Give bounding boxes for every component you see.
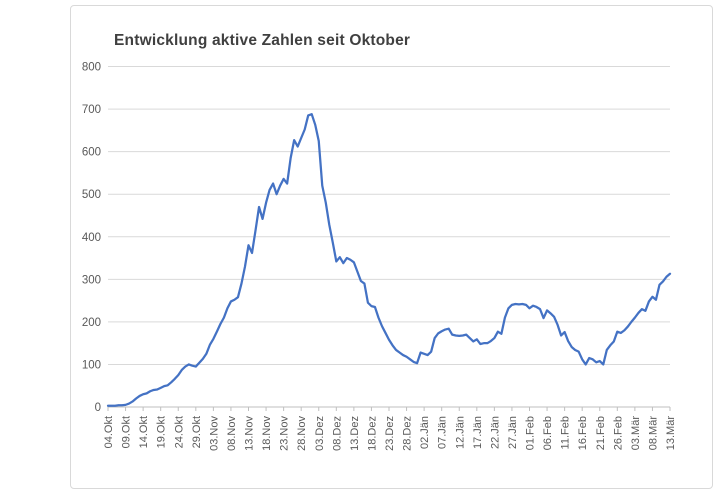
y-axis-label: 0 xyxy=(95,402,101,414)
x-axis-label: 24.Okt xyxy=(173,416,185,448)
x-axis-label: 06.Feb xyxy=(542,416,554,450)
x-axis-label: 08.Mär xyxy=(647,416,659,451)
x-axis-label: 18.Dez xyxy=(366,416,378,451)
x-axis-label: 07.Jän xyxy=(437,416,449,449)
x-axis-label: 01.Feb xyxy=(525,416,537,450)
data-line xyxy=(106,113,672,407)
x-axis-label: 19.Okt xyxy=(156,416,168,448)
x-axis-label: 08.Nov xyxy=(226,416,238,451)
x-axis-label: 28.Nov xyxy=(296,416,308,451)
x-axis-label: 27.Jän xyxy=(507,416,519,449)
x-axis-label: 09.Okt xyxy=(121,416,133,448)
y-axis-label: 700 xyxy=(82,104,101,116)
chart-frame: Entwicklung aktive Zahlen seit Oktober 0… xyxy=(70,5,713,489)
x-axis-label: 14.Okt xyxy=(138,416,150,448)
x-axis-label: 17.Jän xyxy=(472,416,484,449)
chart-title: Entwicklung aktive Zahlen seit Oktober xyxy=(114,32,411,49)
x-axis-label: 03.Nov xyxy=(208,416,220,451)
chart-canvas: 0 100 200 300 400 500 600 700 800 04.Okt 09.Okt 14.… xyxy=(82,62,677,451)
x-axis-label: 18.Nov xyxy=(261,416,273,451)
x-axis-label: 29.Okt xyxy=(191,416,203,448)
x-axis-label: 03.Dez xyxy=(314,416,326,451)
y-axis-label: 200 xyxy=(82,317,101,329)
x-axis-label: 11.Feb xyxy=(560,416,572,449)
y-axis-label: 600 xyxy=(82,147,101,159)
x-axis-label: 08.Dez xyxy=(331,416,343,451)
x-axis-label: 23.Nov xyxy=(279,416,291,451)
y-axis-label: 500 xyxy=(82,189,101,201)
x-axis-label: 13.Dez xyxy=(349,416,361,451)
x-axis-label: 26.Feb xyxy=(612,416,624,450)
x-axis-label: 04.Okt xyxy=(103,416,115,448)
x-axis-label: 16.Feb xyxy=(577,416,589,450)
x-axis-label: 02.Jän xyxy=(419,416,431,449)
y-axis-label: 800 xyxy=(82,62,101,74)
y-axis-label: 100 xyxy=(82,359,101,371)
x-axis-label: 13.Mär xyxy=(665,416,677,451)
x-axis-label: 23.Dez xyxy=(384,416,396,451)
y-axis-label: 300 xyxy=(82,274,101,286)
y-axis-label: 400 xyxy=(82,232,101,244)
x-axis-label: 28.Dez xyxy=(402,416,414,451)
x-axis-label: 22.Jän xyxy=(489,416,501,449)
x-axis-label: 21.Feb xyxy=(595,416,607,450)
x-axis-label: 13.Nov xyxy=(244,416,256,451)
x-axis-label: 12.Jän xyxy=(454,416,466,449)
x-axis-label: 03.Mär xyxy=(630,416,642,451)
